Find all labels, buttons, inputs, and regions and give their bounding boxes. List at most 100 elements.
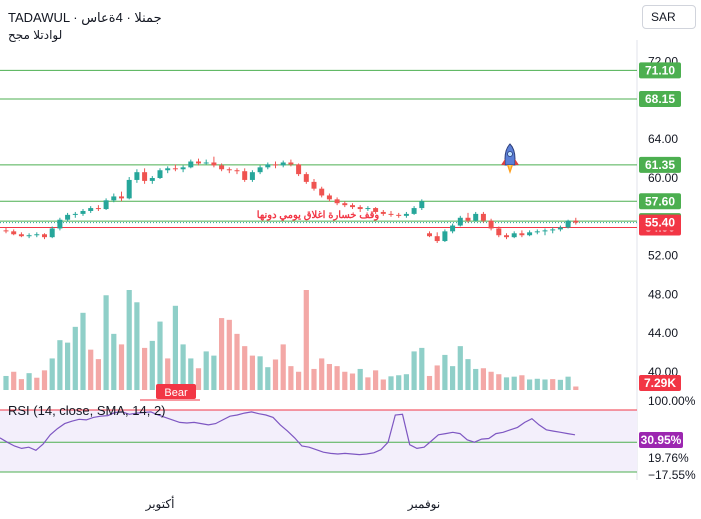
volume-bar [457, 346, 463, 390]
level-badge-bg [639, 90, 681, 107]
volume-bar [249, 355, 255, 390]
candle-body [326, 195, 332, 200]
candle-body [80, 210, 86, 214]
volume-bar [172, 305, 178, 390]
candle-body [334, 199, 340, 204]
rsi-title: RSI (14, close, SMA, 14, 2) [8, 403, 166, 418]
candle-body [419, 201, 425, 209]
currency-button[interactable]: SAR [642, 5, 696, 29]
volume-bar [257, 356, 263, 390]
bear-badge: Bear [164, 387, 188, 399]
volume-bar [226, 319, 232, 390]
candle-body [303, 174, 309, 182]
candle-body [296, 164, 302, 175]
candle-body [11, 231, 17, 235]
volume-bar [396, 375, 402, 390]
volume-bar [311, 368, 317, 390]
candle-body [111, 196, 117, 201]
volume-bar [95, 359, 101, 390]
volume-bar [234, 333, 240, 390]
candle-body [427, 233, 432, 237]
candle-body [42, 234, 47, 238]
volume-bar [488, 371, 494, 390]
candle-body [211, 162, 217, 166]
volume-badge-bg [639, 375, 681, 391]
volume-bar [111, 333, 117, 390]
chart-title: TADAWUL · جمنلا · 4ةعاس [8, 10, 162, 25]
volume-bar [272, 359, 279, 390]
volume-bar [296, 371, 302, 390]
volume-bar [3, 375, 9, 390]
candle-body [203, 162, 209, 164]
x-axis-label: نوفمبر [407, 497, 440, 511]
candle-body [534, 231, 540, 233]
volume-bar [65, 342, 71, 390]
candle-body [26, 235, 32, 237]
candle-body [18, 234, 24, 237]
candle-body [134, 172, 140, 180]
stop-loss-label: وقف خسارة اغلاق يومي دونها [257, 210, 380, 221]
candle-body [504, 235, 509, 238]
volume-bar [26, 373, 32, 390]
volume-badge: 7.29K [644, 376, 676, 390]
volume-bar [72, 326, 78, 390]
candle-body [219, 165, 225, 170]
candle-body [226, 169, 232, 171]
volume-bar [88, 349, 94, 390]
volume-bar [118, 344, 125, 390]
level-badge: 68.15 [645, 92, 675, 106]
volume-bar [326, 364, 332, 390]
candle-body [257, 167, 263, 173]
candle-body [249, 172, 255, 180]
volume-bar [165, 358, 171, 390]
volume-bar [211, 355, 217, 390]
candle-body [280, 162, 286, 166]
candle-body [34, 234, 40, 236]
candle-body [65, 214, 71, 220]
volume-bar [288, 366, 294, 390]
rsi-badge-bg [639, 432, 683, 448]
volume-bar [180, 344, 186, 390]
volume-bar [49, 358, 55, 390]
candle-body [450, 225, 456, 232]
candle-body [357, 207, 363, 210]
candle-body [265, 164, 271, 168]
level-badge: 71.10 [645, 63, 675, 77]
candle-body [180, 167, 186, 170]
candle-body [527, 232, 533, 236]
candle-body [165, 168, 171, 171]
volume-bar [557, 379, 563, 390]
volume-bar [142, 347, 148, 390]
candle-body [573, 220, 579, 223]
candle-body [380, 211, 386, 214]
volume-bar [11, 371, 17, 390]
candle-body [157, 170, 163, 178]
x-axis-label: أكتوبر [145, 496, 175, 511]
candle-body [465, 217, 471, 221]
volume-bar [450, 366, 456, 390]
rocket-icon [501, 143, 519, 174]
candle-body [511, 233, 517, 238]
volume-bar [103, 295, 109, 390]
candle-body [403, 213, 409, 216]
candle-body [242, 171, 248, 180]
volume-bar [303, 290, 309, 390]
volume-bar [496, 374, 502, 390]
volume-bar [573, 386, 579, 390]
volume-bar [280, 344, 286, 390]
candle-body [542, 230, 548, 232]
volume-bar [319, 358, 325, 390]
volume-bar [542, 379, 548, 390]
volume-bar [434, 365, 440, 390]
volume-bar [373, 370, 379, 390]
y-tick-label: 60.00 [648, 171, 678, 185]
volume-bar [527, 379, 533, 390]
candle-body [103, 200, 109, 210]
candle-body [319, 188, 325, 196]
volume-bar [442, 354, 448, 390]
candle-body [273, 164, 278, 166]
rsi-line [0, 411, 576, 456]
volume-bar [473, 368, 479, 390]
volume-bar [149, 340, 155, 390]
